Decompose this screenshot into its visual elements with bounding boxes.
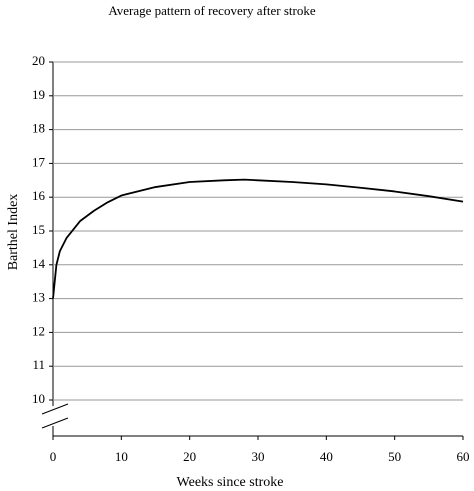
y-tick-label: 12 [32, 323, 45, 338]
x-tick-label: 30 [252, 449, 265, 464]
y-tick-label: 16 [32, 188, 46, 203]
x-tick-label: 0 [50, 449, 57, 464]
axis-break [41, 417, 69, 429]
y-tick-label: 19 [32, 87, 45, 102]
y-tick-label: 13 [32, 290, 45, 305]
x-tick-label: 50 [388, 449, 401, 464]
y-axis-label: Barthel Index [6, 194, 21, 271]
y-tick-label: 18 [32, 121, 45, 136]
x-axis-label: Weeks since stroke [177, 475, 284, 490]
x-tick-label: 20 [183, 449, 196, 464]
y-tick-label: 20 [32, 53, 45, 68]
y-tick-label: 11 [32, 357, 45, 372]
axis-break [41, 403, 69, 415]
y-tick-label: 17 [32, 154, 46, 169]
y-tick-label: 14 [32, 256, 46, 271]
x-tick-label: 40 [320, 449, 333, 464]
y-tick-label: 15 [32, 222, 45, 237]
line [52, 178, 464, 299]
x-tick-label: 60 [457, 449, 470, 464]
x-tick-label: 10 [115, 449, 128, 464]
y-tick-label: 10 [32, 391, 45, 406]
chart-title: Average pattern of recovery after stroke [108, 3, 316, 18]
